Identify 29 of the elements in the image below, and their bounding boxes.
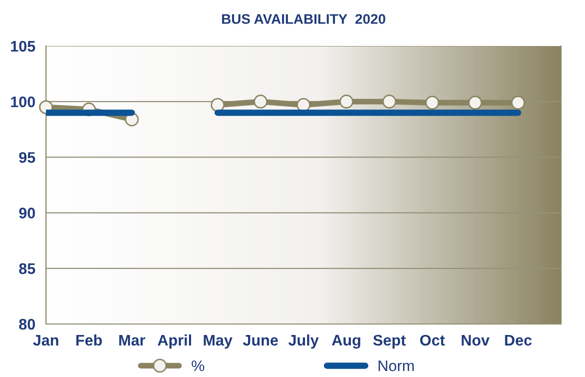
point	[425, 96, 440, 110]
chart-title: BUS AVAILABILITY 2020	[222, 14, 386, 24]
x-tick-label: June	[242, 334, 278, 346]
x-tick-label: Mar	[119, 334, 146, 346]
x-tick-label: Jan	[33, 334, 58, 346]
legend-label: Norm	[378, 360, 414, 372]
y-tick-label: 100	[11, 96, 35, 108]
x-tick-label: May	[204, 334, 232, 349]
point	[382, 94, 396, 109]
y-tick-label: 105	[11, 40, 36, 52]
y-tick-label: 95	[19, 152, 36, 163]
x-tick-label: Sept	[373, 334, 406, 349]
legend-label: %	[192, 360, 204, 372]
x-tick-label: April	[158, 334, 192, 349]
y-tick-label: 80	[19, 318, 35, 330]
point	[339, 94, 354, 109]
x-tick-label: Aug	[332, 334, 360, 349]
point	[296, 98, 310, 112]
point	[254, 94, 268, 109]
x-tick-label: Nov	[462, 334, 490, 346]
x-tick-label: Dec	[505, 334, 532, 346]
y-tick-label: 85	[19, 263, 36, 274]
x-tick-label: July	[288, 334, 319, 349]
point	[468, 96, 482, 110]
x-tick-label: Feb	[76, 334, 102, 346]
y-tick-label: 90	[19, 208, 35, 218]
x-tick-label: Oct	[420, 334, 445, 346]
point	[210, 98, 225, 112]
point	[511, 96, 526, 110]
